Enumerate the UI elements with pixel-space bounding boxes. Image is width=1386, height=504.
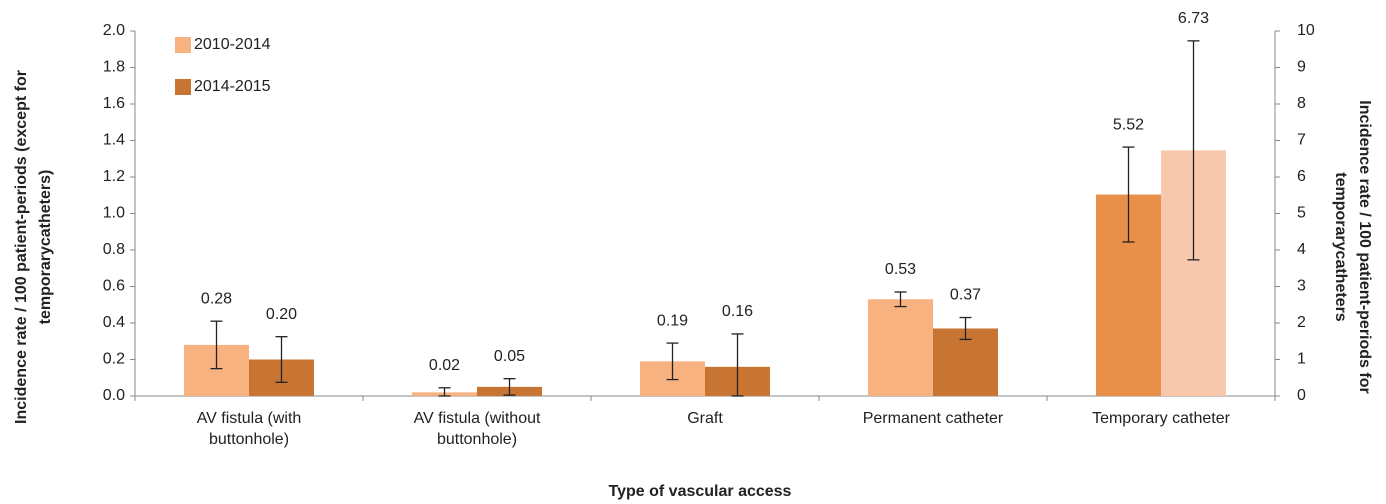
y-tick-label: 1.8 (103, 59, 125, 76)
y-tick-label: 1.2 (103, 168, 125, 185)
y-tick-label: 0.0 (103, 387, 125, 404)
y2-axis-title-line: temporarycatheters (1332, 172, 1349, 322)
legend-swatch (175, 37, 191, 53)
y-tick-label: 0.4 (103, 314, 125, 331)
legend-swatch (175, 79, 191, 95)
y-tick-label: 0.8 (103, 241, 125, 258)
data-label: 0.37 (950, 287, 981, 304)
y-tick-label: 0.2 (103, 351, 125, 368)
y2-tick-label: 0 (1297, 387, 1306, 404)
legend-label: 2014-2015 (194, 78, 271, 95)
y2-tick-label: 6 (1297, 168, 1306, 185)
bar (868, 299, 933, 396)
y2-tick-label: 5 (1297, 205, 1306, 222)
y-axis-title-line: temporarycatheters) (37, 170, 54, 325)
data-label: 0.20 (266, 306, 297, 323)
y-axis-title-line: Incidence rate / 100 patient-periods (ex… (13, 70, 30, 424)
x-tick-label: AV fistula (with buttonhole) (196, 410, 302, 448)
data-label: 0.05 (494, 348, 525, 365)
y2-tick-label: 8 (1297, 95, 1306, 112)
legend-label: 2010-2014 (194, 36, 271, 53)
data-label: 0.16 (722, 303, 753, 320)
y-tick-label: 1.4 (103, 132, 125, 149)
y2-tick-label: 1 (1297, 351, 1306, 368)
x-tick-label: AV fistula (without buttonhole) (413, 410, 541, 448)
y2-tick-label: 7 (1297, 132, 1306, 149)
y2-tick-label: 4 (1297, 241, 1306, 258)
data-label: 0.53 (885, 261, 916, 278)
y-tick-label: 2.0 (103, 22, 125, 39)
y-tick-label: 1.6 (103, 95, 125, 112)
y2-axis-title-line: Incidence rate / 100 patient-periods for (1356, 100, 1373, 393)
y2-tick-label: 10 (1297, 22, 1315, 39)
y-tick-label: 0.6 (103, 278, 125, 295)
y2-tick-label: 2 (1297, 314, 1306, 331)
x-axis-title: Type of vascular access (609, 483, 792, 500)
data-label: 5.52 (1113, 116, 1144, 133)
y2-axis-title: Incidence rate / 100 patient-periods for… (1332, 100, 1373, 393)
x-tick-label: Permanent catheter (862, 410, 1004, 427)
y2-tick-label: 9 (1297, 59, 1306, 76)
data-label: 6.73 (1178, 10, 1209, 27)
y2-tick-label: 3 (1297, 278, 1306, 295)
data-label: 0.19 (657, 312, 688, 329)
data-label: 0.28 (201, 290, 232, 307)
data-label: 0.02 (429, 357, 460, 374)
x-tick-label: Temporary catheter (1092, 410, 1230, 427)
y-axis-title: Incidence rate / 100 patient-periods (ex… (13, 70, 54, 424)
x-tick-label: Graft (687, 410, 723, 427)
y-tick-label: 1.0 (103, 205, 125, 222)
